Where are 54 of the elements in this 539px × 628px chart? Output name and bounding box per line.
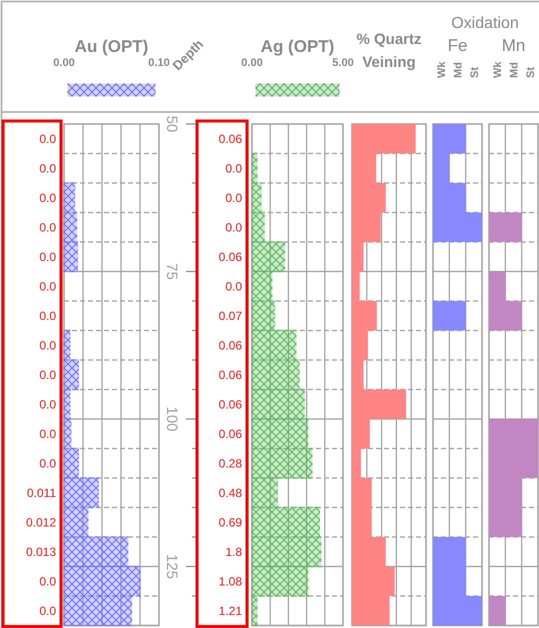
text: 0.013 — [26, 544, 56, 559]
text: 1.08 — [218, 574, 242, 588]
text: 0.012 — [26, 515, 56, 530]
chart-title: Mn — [502, 36, 526, 55]
text: 0.0 — [39, 574, 56, 588]
text: 0.0 — [39, 456, 56, 470]
text: 0.06 — [218, 250, 242, 264]
text: 0.69 — [218, 515, 242, 530]
chart-title: Fe — [448, 36, 468, 55]
text: 0.0 — [39, 308, 56, 323]
text: 0.07 — [218, 308, 242, 323]
x-tick-label: 0.00 — [53, 57, 75, 69]
text: 0.06 — [218, 368, 242, 382]
x-tick-label: 0.00 — [241, 57, 263, 69]
text: 0.0 — [225, 161, 242, 176]
text: 0.0 — [39, 132, 56, 146]
text: Wk — [492, 60, 504, 78]
x-tick-label: 0.10 — [148, 57, 170, 69]
text: Md — [508, 62, 520, 78]
text: 0.0 — [225, 190, 242, 205]
text: 1.21 — [218, 604, 242, 618]
text: 0.06 — [218, 426, 242, 441]
y-tick-label: 75 — [163, 263, 180, 280]
text: 0.06 — [218, 338, 242, 352]
text: 0.0 — [39, 338, 56, 352]
text: 0.0 — [39, 161, 56, 176]
y-tick-label: 50 — [163, 116, 180, 132]
y-tick-label: 100 — [163, 406, 180, 432]
text: 0.0 — [39, 368, 56, 382]
text: 0.0 — [225, 220, 242, 234]
y-tick-label: 125 — [163, 554, 180, 580]
text: 0.06 — [218, 397, 242, 412]
text: 0.48 — [218, 486, 242, 500]
chart-subtitle: Oxidation — [451, 15, 519, 32]
x-tick-label: 5.00 — [332, 57, 354, 69]
text: Wk — [436, 60, 448, 78]
text: 0.0 — [39, 397, 56, 412]
text: Md — [452, 62, 464, 78]
chart-title: Au (OPT) — [74, 37, 148, 56]
text: St — [524, 66, 537, 78]
chart-title: % Quartz Veining — [356, 31, 422, 71]
text: 0.0 — [39, 604, 56, 618]
text: 0.06 — [218, 132, 242, 146]
text: 0.28 — [218, 456, 242, 470]
text: 0.0 — [39, 220, 56, 234]
text: 0.0 — [225, 279, 242, 294]
text: 0.0 — [39, 250, 56, 264]
chart-title: Ag (OPT) — [260, 37, 334, 56]
text: 1.8 — [225, 544, 242, 559]
text: 0.0 — [39, 190, 56, 205]
text: 0.0 — [39, 426, 56, 441]
text: St — [468, 66, 481, 78]
text: 0.011 — [26, 486, 56, 500]
text: 0.0 — [39, 279, 56, 294]
